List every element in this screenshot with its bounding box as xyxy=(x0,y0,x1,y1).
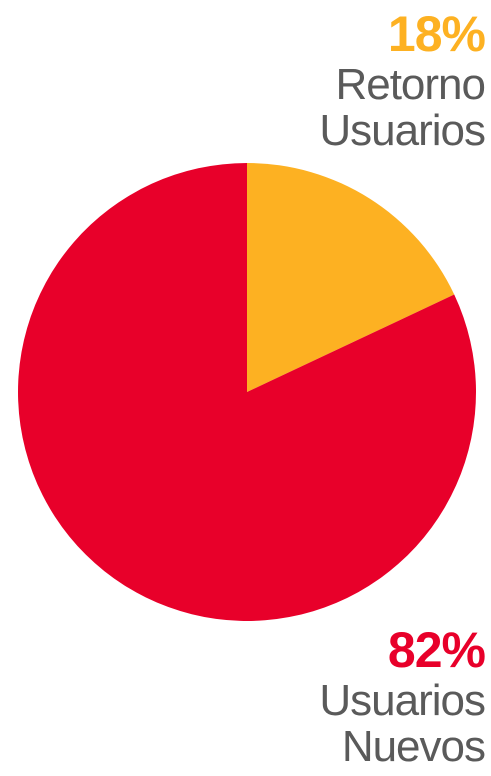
pie-slice-retorno-usuarios xyxy=(247,163,455,392)
slice-label-retorno-usuarios: 18% Retorno Usuarios xyxy=(319,6,486,155)
pie-slice-usuarios-nuevos xyxy=(18,163,477,621)
slice-label-usuarios-nuevos: 82% Usuarios Nuevos xyxy=(319,622,486,771)
slice-percent-usuarios-nuevos: 82% xyxy=(387,622,486,678)
slice-name-line-1: Usuarios xyxy=(319,676,486,725)
slice-name-line-2: Nuevos xyxy=(341,722,486,771)
slice-percent-retorno-usuarios: 18% xyxy=(387,6,486,62)
slice-name-line-1: Retorno xyxy=(335,60,486,109)
slice-name-line-2: Usuarios xyxy=(319,106,486,155)
